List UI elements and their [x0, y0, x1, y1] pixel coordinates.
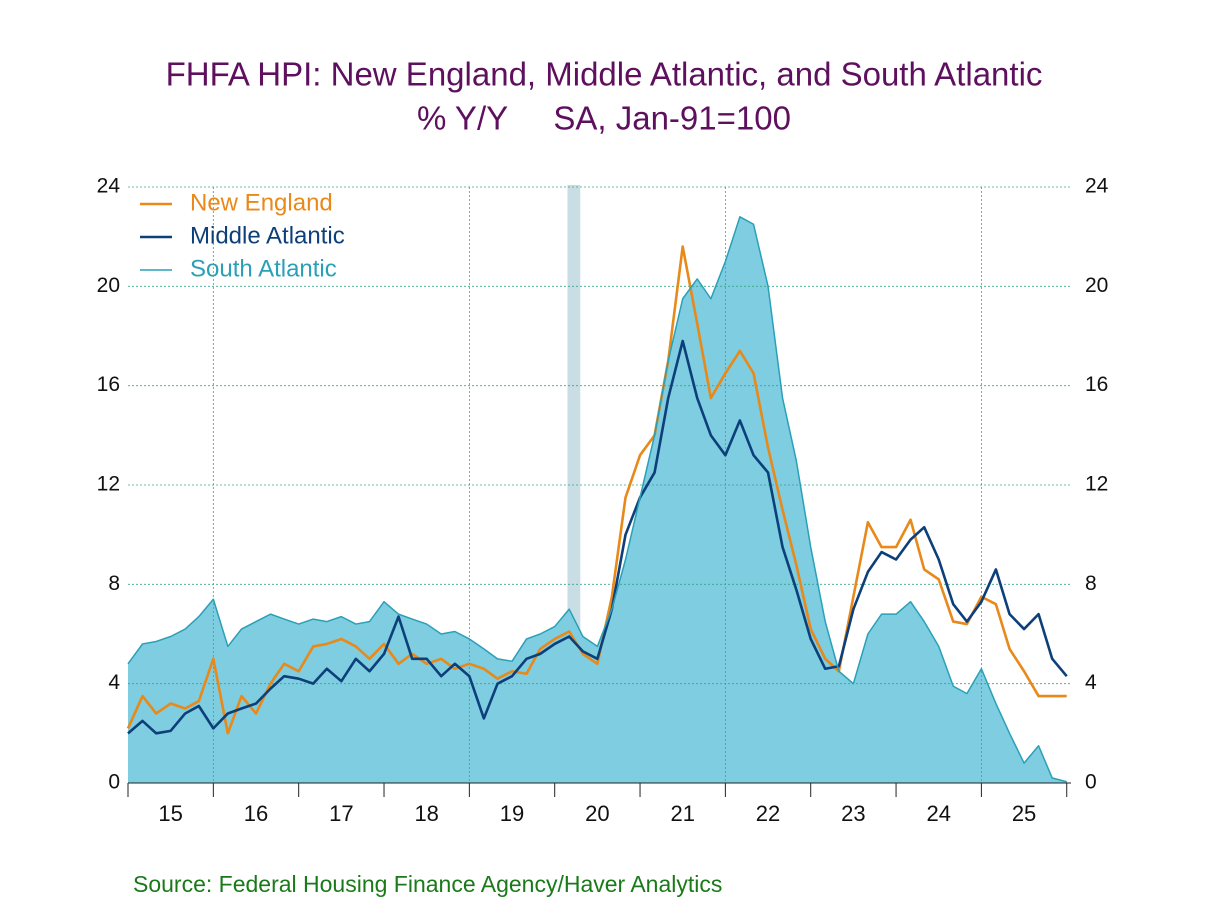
- y-tick-label: 0: [108, 771, 120, 794]
- y-tick-label: 8: [108, 572, 120, 595]
- y2-tick-label: 24: [1085, 175, 1109, 198]
- y2-tick-label: 4: [1085, 671, 1097, 694]
- y2-tick-label: 16: [1085, 373, 1108, 396]
- x-tick-label: 20: [585, 801, 609, 826]
- legend-label: Middle Atlantic: [190, 222, 345, 249]
- y2-tick-label: 12: [1085, 473, 1108, 496]
- x-tick-label: 18: [414, 801, 438, 826]
- x-tick-label: 16: [244, 801, 268, 826]
- line: [127, 216, 1067, 783]
- line: [127, 339, 1068, 735]
- area: [128, 216, 1067, 784]
- y-tick-label: 12: [97, 473, 120, 496]
- y-tick-label: 20: [97, 274, 120, 297]
- y2-tick-label: 20: [1085, 274, 1108, 297]
- chart-title: FHFA HPI: New England, Middle Atlantic, …: [166, 56, 1043, 93]
- source-note: Source: Federal Housing Finance Agency/H…: [133, 871, 722, 897]
- legend-label: South Atlantic: [190, 255, 337, 282]
- x-tick-label: 23: [841, 801, 865, 826]
- line: [126, 245, 1067, 735]
- x-tick-label: 22: [756, 801, 780, 826]
- x-tick-label: 21: [670, 801, 694, 826]
- x-tick-label: 25: [1012, 801, 1036, 826]
- legend-label: New England: [190, 189, 333, 216]
- y-tick-label: 24: [97, 175, 121, 198]
- y2-tick-label: 8: [1085, 572, 1097, 595]
- y-tick-label: 16: [97, 373, 120, 396]
- x-tick-label: 17: [329, 801, 353, 826]
- y2-tick-label: 0: [1085, 771, 1097, 794]
- x-tick-label: 19: [500, 801, 524, 826]
- x-tick-label: 15: [158, 801, 182, 826]
- x-tick-label: 24: [926, 801, 950, 826]
- chart-subtitle: % Y/Y SA, Jan-91=100: [417, 100, 791, 137]
- y-tick-label: 4: [108, 671, 120, 694]
